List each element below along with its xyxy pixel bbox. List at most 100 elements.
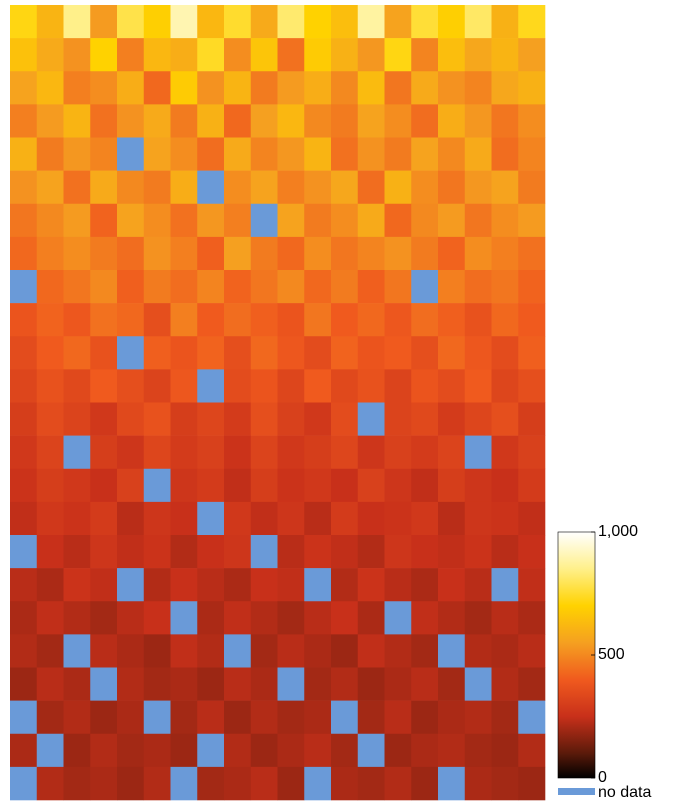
cell	[331, 369, 358, 402]
cell	[411, 601, 438, 634]
nodata-swatch	[558, 788, 595, 795]
cell	[37, 634, 64, 667]
cell	[197, 568, 224, 601]
cell	[197, 38, 224, 71]
cell	[304, 634, 331, 667]
cell	[117, 171, 144, 204]
cell	[224, 436, 251, 469]
cell	[37, 237, 64, 270]
cell	[117, 336, 144, 369]
cell	[304, 38, 331, 71]
cell	[90, 634, 117, 667]
cell	[90, 237, 117, 270]
cell	[10, 71, 37, 104]
cell	[251, 237, 278, 270]
cell	[358, 601, 385, 634]
cell	[224, 634, 251, 667]
cell	[465, 568, 492, 601]
cell	[278, 138, 305, 171]
cell	[197, 767, 224, 800]
cell	[171, 303, 198, 336]
cell	[171, 767, 198, 800]
cell	[438, 436, 465, 469]
cell	[411, 171, 438, 204]
cell	[385, 601, 412, 634]
cell	[197, 171, 224, 204]
cell	[251, 104, 278, 137]
cell	[251, 303, 278, 336]
cell	[117, 502, 144, 535]
cell	[465, 71, 492, 104]
cell	[224, 237, 251, 270]
cell	[465, 767, 492, 800]
cell	[117, 436, 144, 469]
cell	[438, 403, 465, 436]
cell	[64, 38, 91, 71]
cell	[37, 568, 64, 601]
cell	[90, 502, 117, 535]
cell	[64, 668, 91, 701]
cell	[171, 5, 198, 38]
cell	[385, 535, 412, 568]
cell	[251, 71, 278, 104]
cell	[117, 634, 144, 667]
cell	[304, 5, 331, 38]
cell	[171, 138, 198, 171]
cell	[358, 138, 385, 171]
cell	[465, 336, 492, 369]
cell	[224, 767, 251, 800]
cell	[465, 634, 492, 667]
cell	[251, 701, 278, 734]
cell	[90, 138, 117, 171]
cell	[64, 5, 91, 38]
cell	[64, 104, 91, 137]
cell	[385, 568, 412, 601]
cell	[90, 171, 117, 204]
cell	[438, 336, 465, 369]
cell	[278, 204, 305, 237]
cell	[37, 767, 64, 800]
cell	[171, 535, 198, 568]
cell	[304, 237, 331, 270]
cell	[10, 104, 37, 137]
cell	[385, 171, 412, 204]
cell	[90, 5, 117, 38]
cell	[10, 634, 37, 667]
cell	[518, 38, 545, 71]
cell	[465, 38, 492, 71]
cell	[492, 303, 519, 336]
cell	[144, 668, 171, 701]
cell	[117, 38, 144, 71]
cell	[197, 270, 224, 303]
cell	[358, 535, 385, 568]
cell	[251, 634, 278, 667]
cell	[224, 535, 251, 568]
cell	[331, 204, 358, 237]
cell	[358, 104, 385, 137]
cell	[197, 336, 224, 369]
cell	[64, 171, 91, 204]
cell	[144, 436, 171, 469]
cell	[251, 568, 278, 601]
cell	[64, 601, 91, 634]
cell	[224, 270, 251, 303]
cell	[144, 568, 171, 601]
cell	[518, 469, 545, 502]
cell	[251, 171, 278, 204]
cell	[64, 270, 91, 303]
cell	[304, 104, 331, 137]
cell	[90, 403, 117, 436]
cell	[171, 634, 198, 667]
cell	[10, 701, 37, 734]
cell	[518, 369, 545, 402]
cell	[10, 568, 37, 601]
cell	[411, 502, 438, 535]
cell	[385, 104, 412, 137]
cell	[278, 734, 305, 767]
cell	[10, 38, 37, 71]
cell	[518, 436, 545, 469]
cell	[197, 369, 224, 402]
cell	[224, 104, 251, 137]
cell	[492, 767, 519, 800]
cell	[197, 403, 224, 436]
